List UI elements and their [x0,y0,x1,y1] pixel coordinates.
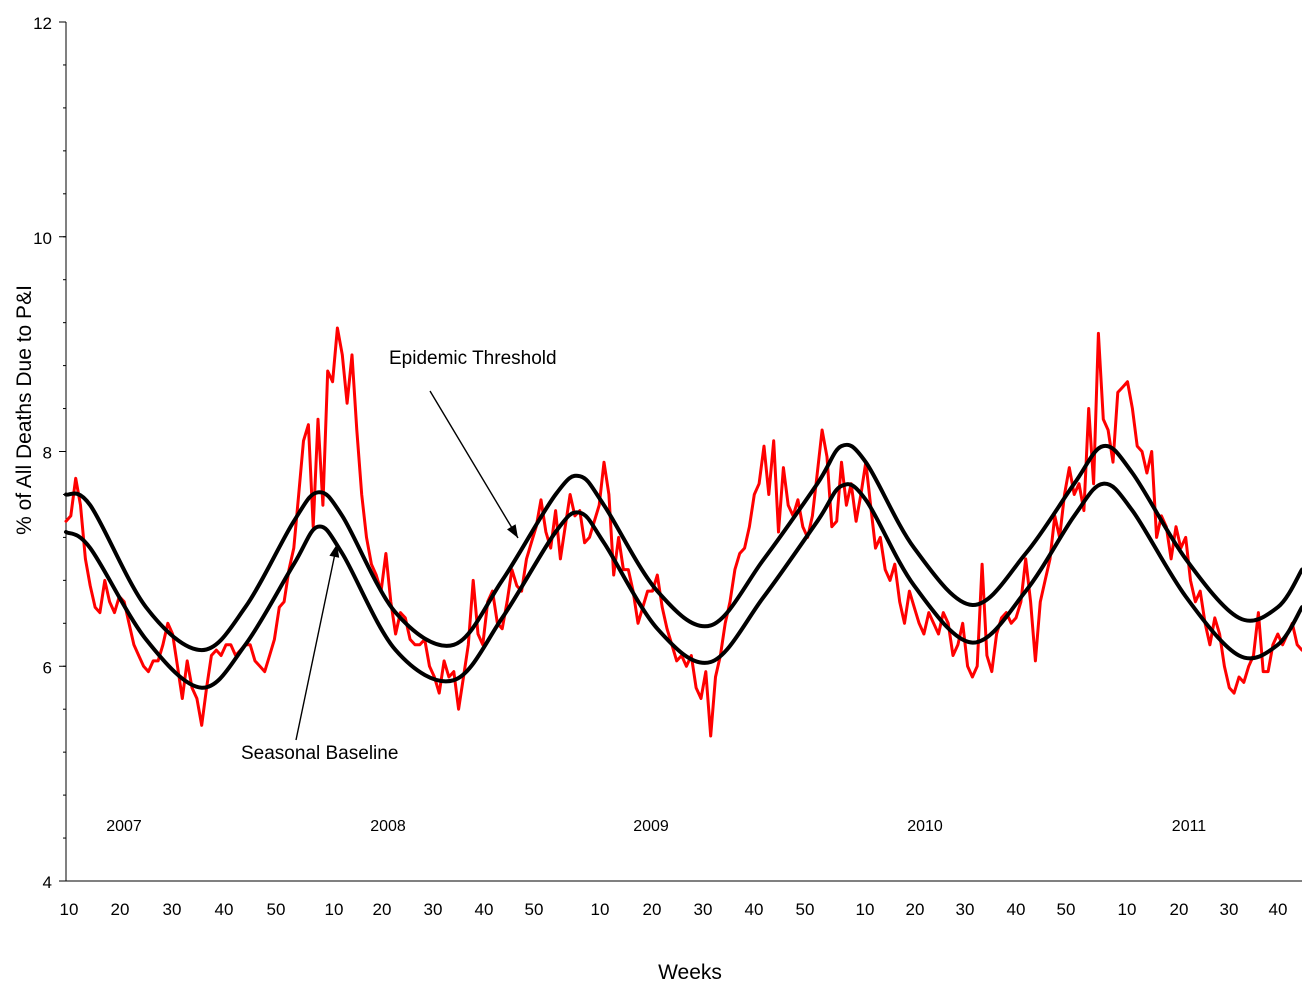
annotations-group: Epidemic Threshold Seasonal Baseline [241,348,557,764]
series-group [64,326,1302,738]
epidemic-threshold-line [64,442,1302,653]
seasonal-baseline-line [64,481,1302,690]
year-label: 2010 [907,818,943,835]
x-tick-label: 10 [325,900,344,919]
x-tick-label: 50 [525,900,544,919]
seasonal-baseline-arrow-head [329,544,340,558]
x-tick-label: 30 [424,900,443,919]
epidemic-threshold-arrow-head [507,524,518,538]
seasonal-baseline-arrow-shaft [295,543,338,741]
year-label: 2007 [106,818,142,835]
epidemic-threshold-label: Epidemic Threshold [389,348,557,369]
x-tick-label: 10 [856,900,875,919]
x-tick-label: 40 [215,900,234,919]
year-label: 2008 [370,818,406,835]
x-tick-label: 40 [745,900,764,919]
x-tick-label: 40 [475,900,494,919]
y-tick-label: 4 [43,873,52,892]
y-tick-label: 10 [33,229,52,248]
labels-group: 4 6 8 10 12 10 20 30 40 50 10 20 30 40 50 10 20 30 40 50 10 2… [13,14,1287,984]
axes [59,21,1302,882]
x-tick-label: 40 [1269,900,1288,919]
x-tick-label: 40 [1007,900,1026,919]
x-tick-label: 10 [591,900,610,919]
seasonal-baseline-label: Seasonal Baseline [241,743,398,764]
x-tick-label: 20 [373,900,392,919]
x-tick-label: 30 [163,900,182,919]
x-axis-title: Weeks [658,961,722,984]
y-tick-label: 12 [33,14,52,33]
x-tick-label: 20 [906,900,925,919]
x-tick-label: 30 [956,900,975,919]
x-tick-label: 50 [1057,900,1076,919]
year-label: 2009 [633,818,669,835]
x-tick-label: 50 [267,900,286,919]
x-tick-label: 20 [111,900,130,919]
pi-percentage-line [64,326,1302,738]
epidemic-threshold-arrow-shaft [429,390,519,539]
x-tick-label: 20 [1170,900,1189,919]
y-axis-title: % of All Deaths Due to P&I [13,285,36,535]
x-tick-label: 30 [694,900,713,919]
year-label: 2011 [1172,818,1207,835]
y-tick-label: 6 [43,658,52,677]
x-tick-label: 50 [796,900,815,919]
y-tick-label: 8 [43,444,52,463]
x-tick-label: 10 [60,900,79,919]
x-tick-label: 20 [643,900,662,919]
x-tick-label: 10 [1118,900,1137,919]
x-tick-label: 30 [1220,900,1239,919]
